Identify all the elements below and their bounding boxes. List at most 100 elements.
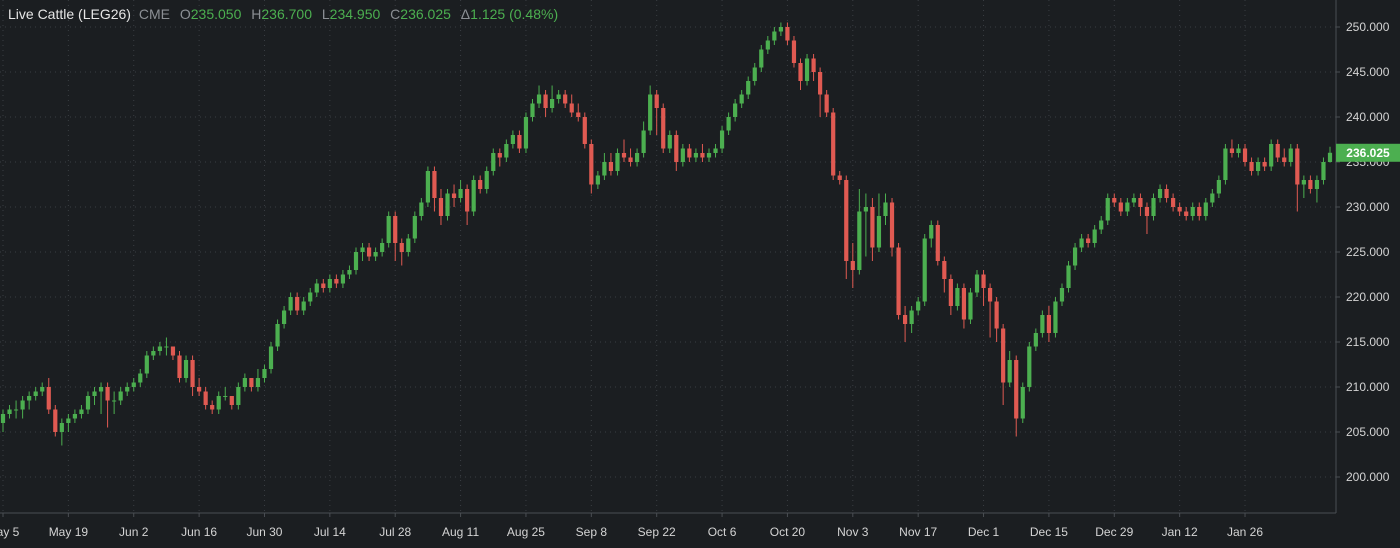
candle[interactable] <box>393 211 398 262</box>
candle[interactable] <box>1079 234 1084 252</box>
candle[interactable] <box>726 112 731 136</box>
candle[interactable] <box>667 130 672 154</box>
candle[interactable] <box>857 189 862 275</box>
candle[interactable] <box>275 319 280 352</box>
candle[interactable] <box>353 247 359 275</box>
candle[interactable] <box>589 139 594 194</box>
candle[interactable] <box>1203 198 1208 221</box>
candle[interactable] <box>876 193 882 253</box>
candle[interactable] <box>634 148 640 167</box>
candle[interactable] <box>399 238 404 266</box>
candle[interactable] <box>863 193 868 257</box>
candle[interactable] <box>79 405 84 419</box>
candle[interactable] <box>66 414 71 432</box>
candle[interactable] <box>1072 243 1078 270</box>
candle[interactable] <box>46 378 51 414</box>
candle[interactable] <box>706 148 712 163</box>
candle[interactable] <box>1144 202 1150 235</box>
candle[interactable] <box>229 396 234 410</box>
candle[interactable] <box>1171 193 1176 212</box>
candle[interactable] <box>543 90 548 117</box>
candle[interactable] <box>478 175 483 194</box>
candle[interactable] <box>641 121 646 158</box>
candle[interactable] <box>844 175 849 280</box>
candle[interactable] <box>746 76 751 100</box>
candle[interactable] <box>1216 175 1221 199</box>
candle[interactable] <box>33 387 38 401</box>
candle[interactable] <box>1059 283 1065 307</box>
candle[interactable] <box>138 369 143 387</box>
candle[interactable] <box>1020 382 1025 424</box>
candle[interactable] <box>1321 157 1326 185</box>
candle[interactable] <box>314 279 319 297</box>
candle[interactable] <box>1099 216 1104 234</box>
candle[interactable] <box>1092 225 1097 248</box>
candle[interactable] <box>491 148 496 176</box>
candle[interactable] <box>556 90 561 104</box>
candle[interactable] <box>831 108 836 180</box>
candle[interactable] <box>1184 207 1189 221</box>
candle[interactable] <box>1262 157 1267 172</box>
candle[interactable] <box>438 189 444 225</box>
candle[interactable] <box>922 234 927 306</box>
candle[interactable] <box>72 409 78 424</box>
candle[interactable] <box>40 382 45 397</box>
candle[interactable] <box>1269 139 1274 172</box>
candle[interactable] <box>752 63 757 86</box>
candle[interactable] <box>1282 148 1287 167</box>
candle[interactable] <box>118 387 123 405</box>
candle[interactable] <box>216 391 221 415</box>
candle[interactable] <box>288 292 293 316</box>
candle[interactable] <box>98 382 104 415</box>
candle[interactable] <box>615 148 620 176</box>
candle[interactable] <box>327 274 332 293</box>
candle[interactable] <box>1295 144 1300 212</box>
candle[interactable] <box>1046 306 1052 342</box>
candle[interactable] <box>889 198 895 257</box>
candle[interactable] <box>112 391 117 415</box>
candle[interactable] <box>301 297 306 315</box>
candle[interactable] <box>366 243 372 261</box>
candle[interactable] <box>1131 193 1136 208</box>
candle[interactable] <box>53 405 58 437</box>
candle[interactable] <box>471 175 476 217</box>
candle[interactable] <box>451 184 457 208</box>
candle[interactable] <box>1177 202 1182 217</box>
candle[interactable] <box>386 211 391 248</box>
candle[interactable] <box>772 27 777 45</box>
candle[interactable] <box>1223 144 1228 185</box>
candle[interactable] <box>504 139 509 163</box>
candle[interactable] <box>628 148 633 167</box>
candle[interactable] <box>550 85 555 113</box>
candle[interactable] <box>1033 328 1038 352</box>
candle[interactable] <box>804 54 810 86</box>
candle[interactable] <box>484 166 489 194</box>
candle[interactable] <box>190 355 195 397</box>
candle[interactable] <box>1040 310 1045 338</box>
candle[interactable] <box>1112 193 1117 208</box>
candle[interactable] <box>621 139 627 163</box>
candle[interactable] <box>654 90 659 135</box>
candle[interactable] <box>765 36 770 54</box>
candle[interactable] <box>687 144 692 162</box>
candle[interactable] <box>608 153 614 176</box>
candle[interactable] <box>1164 184 1169 203</box>
candle[interactable] <box>465 184 470 226</box>
candle[interactable] <box>13 400 19 419</box>
candle[interactable] <box>1001 324 1006 405</box>
candle[interactable] <box>935 220 940 266</box>
candle[interactable] <box>1314 175 1320 203</box>
candle[interactable] <box>334 274 339 289</box>
candle[interactable] <box>987 283 993 338</box>
candle[interactable] <box>1066 261 1071 293</box>
candle[interactable] <box>785 22 790 46</box>
candle[interactable] <box>1210 189 1215 207</box>
candle[interactable] <box>295 292 300 316</box>
candle[interactable] <box>1053 297 1058 338</box>
candle[interactable] <box>177 351 182 383</box>
candle[interactable] <box>648 85 653 136</box>
candle[interactable] <box>1327 146 1333 163</box>
candle[interactable] <box>1249 157 1254 176</box>
candle[interactable] <box>92 387 97 405</box>
candle[interactable] <box>791 36 797 68</box>
